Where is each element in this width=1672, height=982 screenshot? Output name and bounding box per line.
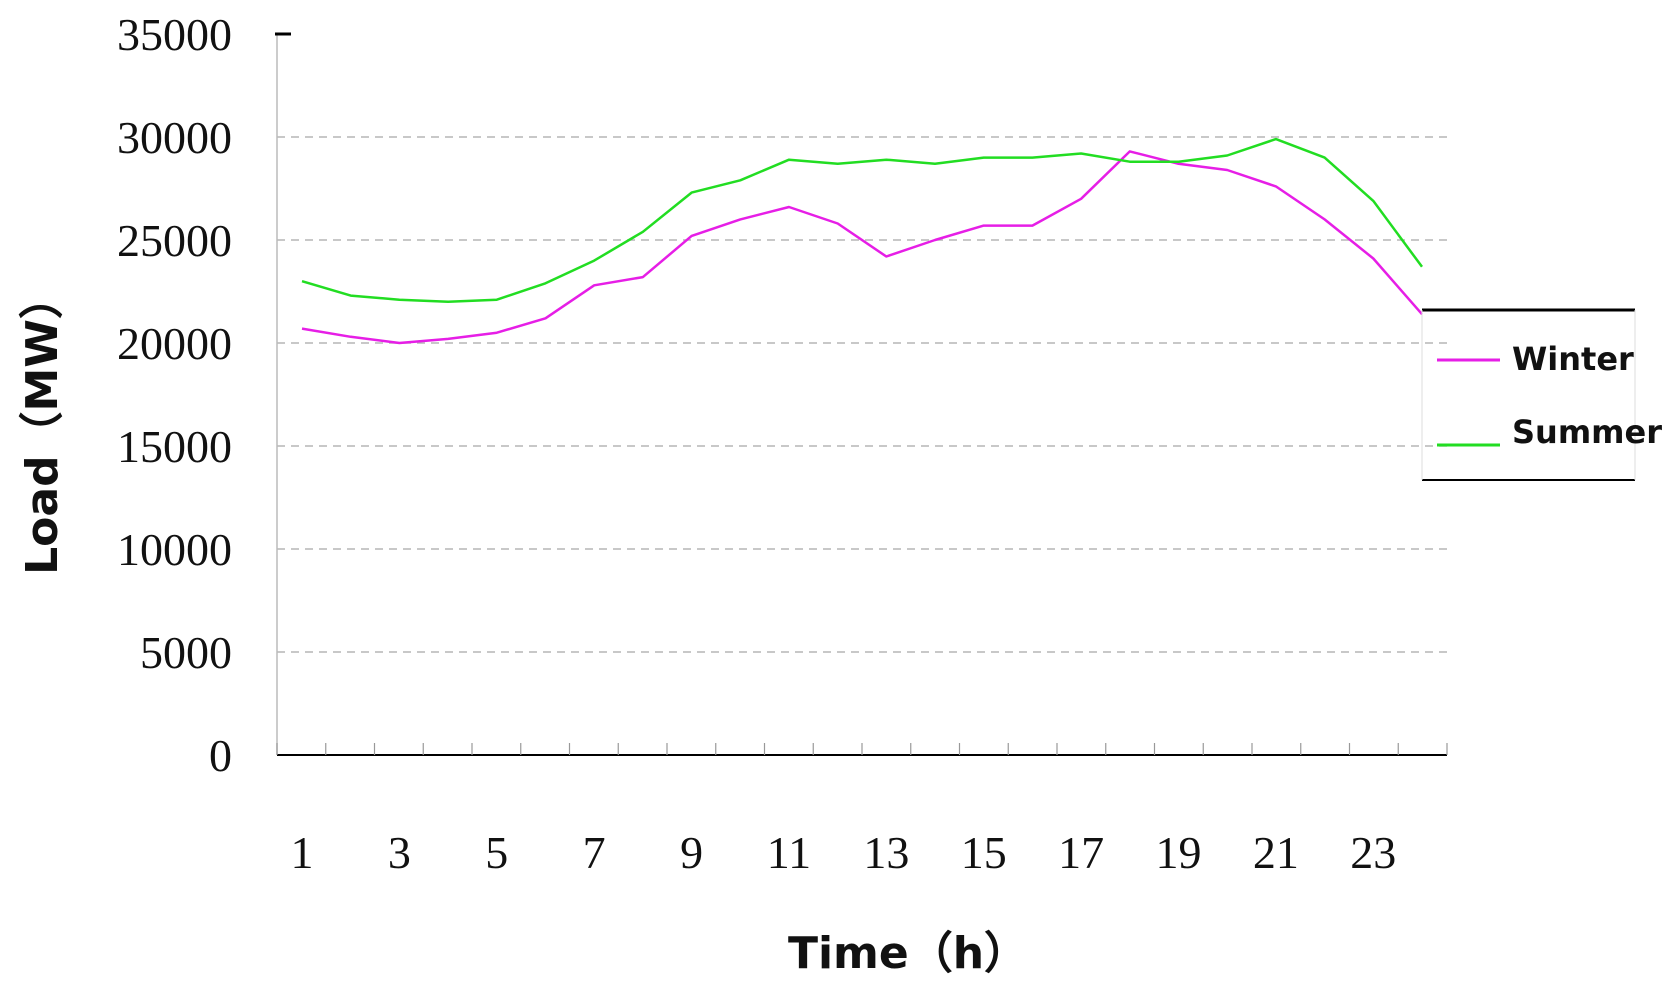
x-tick-label: 23 — [1350, 827, 1396, 878]
y-tick-label: 10000 — [117, 524, 232, 575]
y-tick-labels: 0 5000 10000 15000 20000 25000 30000 35000 — [117, 9, 232, 781]
legend-label-summer: Summer — [1512, 413, 1662, 451]
y-tick-label: 25000 — [117, 215, 232, 266]
x-tick-label: 19 — [1156, 827, 1202, 878]
y-axis-title: Load（MW） — [17, 275, 68, 575]
x-tick-label: 9 — [680, 827, 703, 878]
legend-label-winter: Winter — [1512, 340, 1634, 378]
x-tick-label: 3 — [388, 827, 411, 878]
grid-lines — [277, 136, 1447, 653]
y-tick-label: 15000 — [117, 421, 232, 472]
series-line-winter — [301, 150, 1423, 345]
y-tick-label: 0 — [209, 730, 232, 781]
x-tick-label: 17 — [1058, 827, 1104, 878]
x-tick-label: 1 — [291, 827, 314, 878]
x-tick-labels: 1 3 5 7 9 11 13 15 17 19 21 23 — [291, 827, 1397, 878]
x-tick-label: 21 — [1253, 827, 1299, 878]
x-tick-label: 7 — [583, 827, 606, 878]
x-tick-label: 13 — [863, 827, 909, 878]
y-tick-label: 30000 — [117, 112, 232, 163]
x-tick-label: 15 — [961, 827, 1007, 878]
legend: Winter Summer — [1421, 308, 1662, 481]
y-tick-label: 5000 — [140, 627, 232, 678]
y-tick-label: 35000 — [117, 9, 232, 60]
axes — [275, 32, 1448, 756]
x-tick-label: 5 — [485, 827, 508, 878]
x-tick-label: 11 — [767, 827, 811, 878]
series-line-summer — [301, 137, 1424, 304]
series-lines — [301, 137, 1424, 345]
x-axis-title: Time（h） — [788, 928, 1028, 979]
y-tick-label: 20000 — [117, 318, 232, 369]
